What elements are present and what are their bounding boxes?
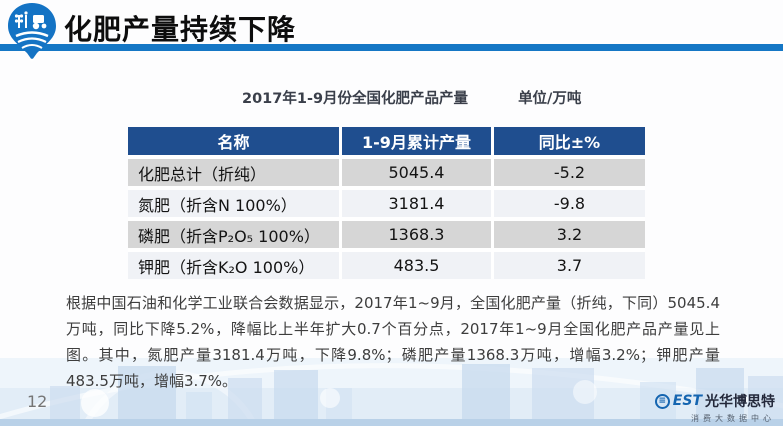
table-cell-name: 磷肥（折含P₂O₅ 100%） (128, 221, 339, 248)
table-cell-value: 1368.3 (342, 221, 491, 248)
table-cell-name: 化肥总计（折纯） (128, 159, 339, 186)
fertilizer-table: 名称 1-9月累计产量 同比±% 化肥总计（折纯） 5045.4 -5.2 氮肥… (128, 127, 645, 279)
table-caption: 2017年1-9月份全国化肥产品产量 单位/万吨 (242, 87, 581, 108)
page-number: 12 (27, 392, 48, 411)
column-header-name: 名称 (128, 127, 339, 155)
body-paragraph: 根据中国石油和化学工业联合会数据显示，2017年1~9月，全国化肥产量（折纯，下… (66, 294, 720, 390)
header-accent-bar (0, 44, 783, 51)
best-logo-word: EST (672, 393, 702, 409)
table-cell-yoy: -5.2 (494, 159, 645, 186)
company-logo: ≡ EST 光华博思特 消费大数据中心 (654, 391, 775, 424)
table-cell-yoy: -9.8 (494, 190, 645, 217)
page-title: 化肥产量持续下降 (64, 13, 297, 46)
table-cell-yoy: 3.2 (494, 221, 645, 248)
table-caption-unit: 单位/万吨 (518, 91, 582, 107)
table-cell-yoy: 3.7 (494, 252, 645, 279)
company-name: 光华博思特 (705, 394, 775, 410)
table-cell-name: 钾肥（折含K₂O 100%） (128, 252, 339, 279)
column-header-value: 1-9月累计产量 (342, 127, 491, 155)
company-subtitle: 消费大数据中心 (691, 414, 775, 423)
table-caption-title: 2017年1-9月份全国化肥产品产量 (242, 91, 469, 107)
best-logo-icon: ≡ (654, 393, 670, 409)
column-header-yoy: 同比±% (494, 127, 645, 155)
table-cell-value: 5045.4 (342, 159, 491, 186)
table-cell-value: 3181.4 (342, 190, 491, 217)
table-cell-name: 氮肥（折含N 100%） (128, 190, 339, 217)
table-cell-value: 483.5 (342, 252, 491, 279)
farm-pin-icon (8, 3, 56, 62)
